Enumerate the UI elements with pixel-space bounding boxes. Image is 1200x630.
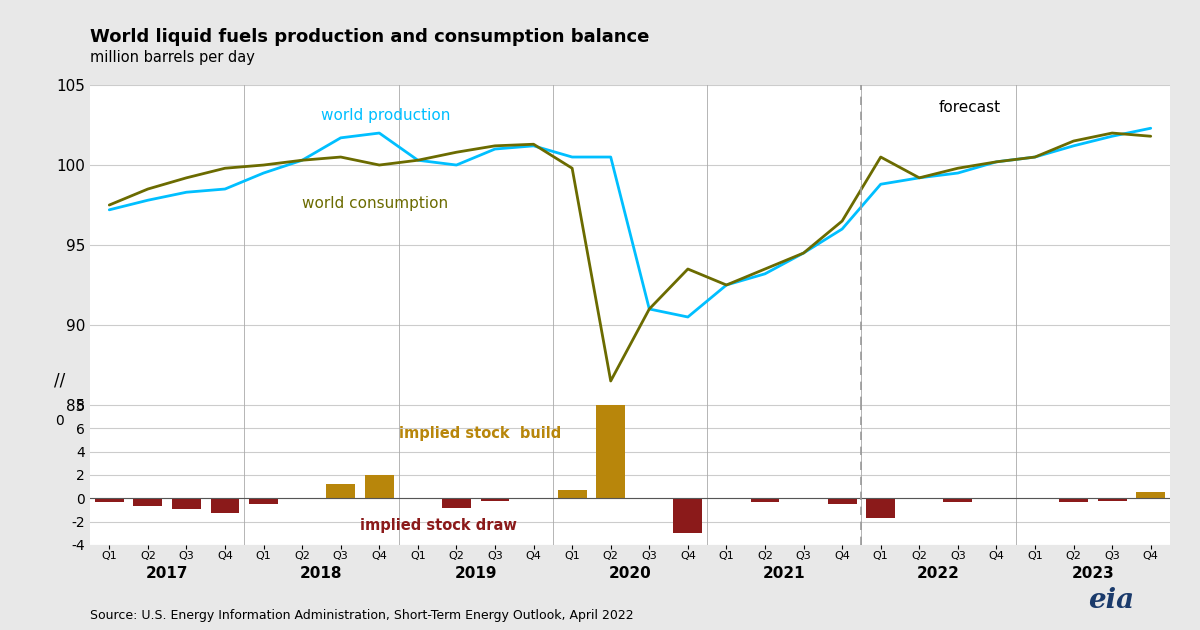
- Bar: [210, 498, 240, 513]
- Bar: [943, 498, 972, 501]
- Text: 2018: 2018: [300, 566, 343, 581]
- Text: 2019: 2019: [455, 566, 497, 581]
- Text: Source: U.S. Energy Information Administration, Short-Term Energy Outlook, April: Source: U.S. Energy Information Administ…: [90, 609, 634, 622]
- Text: 2017: 2017: [146, 566, 188, 581]
- Bar: [866, 498, 895, 518]
- Bar: [596, 335, 625, 498]
- Text: World liquid fuels production and consumption balance: World liquid fuels production and consum…: [90, 28, 649, 47]
- Text: world consumption: world consumption: [302, 196, 449, 211]
- Bar: [250, 498, 278, 504]
- Bar: [673, 498, 702, 533]
- Text: 2022: 2022: [917, 566, 960, 581]
- Bar: [828, 498, 857, 504]
- Bar: [1136, 493, 1165, 498]
- Bar: [750, 498, 780, 501]
- Bar: [1060, 498, 1088, 501]
- Bar: [1098, 498, 1127, 501]
- Bar: [326, 484, 355, 498]
- Text: 2023: 2023: [1072, 566, 1115, 581]
- Text: forecast: forecast: [938, 100, 1001, 115]
- Text: million barrels per day: million barrels per day: [90, 50, 254, 66]
- Text: implied stock  build: implied stock build: [398, 426, 560, 440]
- Text: 2021: 2021: [763, 566, 805, 581]
- Bar: [558, 490, 587, 498]
- Text: eia: eia: [1088, 587, 1134, 614]
- Text: world production: world production: [322, 108, 451, 123]
- Bar: [442, 498, 470, 508]
- Bar: [133, 498, 162, 507]
- Text: 2020: 2020: [608, 566, 652, 581]
- Bar: [95, 498, 124, 501]
- Text: implied stock draw: implied stock draw: [360, 518, 517, 533]
- Text: 0: 0: [55, 414, 64, 428]
- Text: //: //: [54, 372, 65, 390]
- Bar: [172, 498, 200, 509]
- Bar: [520, 498, 548, 500]
- Bar: [365, 475, 394, 498]
- Bar: [480, 498, 510, 501]
